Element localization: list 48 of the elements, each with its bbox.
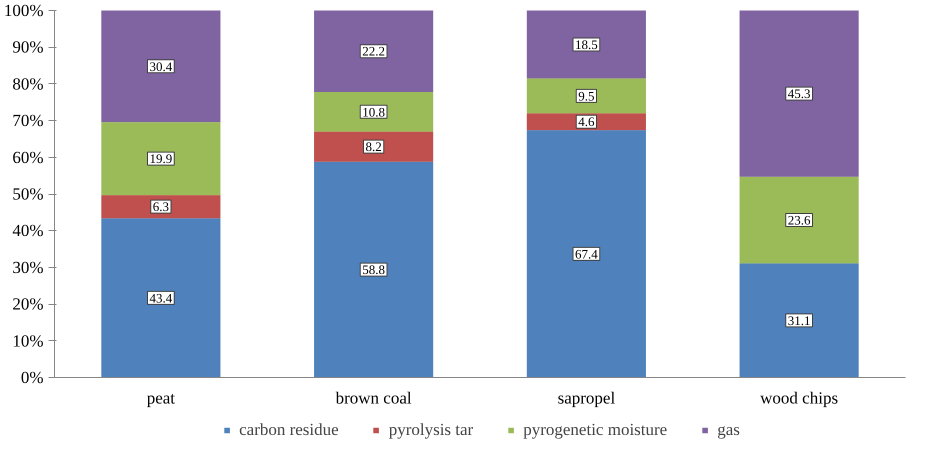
legend-label: carbon residue bbox=[239, 420, 339, 440]
y-tick-label: 90% bbox=[12, 38, 44, 57]
data-label: 19.9 bbox=[150, 151, 172, 166]
bar bbox=[101, 218, 220, 378]
data-label: 18.5 bbox=[575, 36, 598, 52]
y-tick-label: 50% bbox=[12, 184, 44, 204]
data-label: 9.5 bbox=[578, 88, 594, 104]
data-label: 30.4 bbox=[150, 58, 173, 74]
legend-label: pyrogenetic moisture bbox=[523, 420, 668, 440]
data-label: 4.6 bbox=[578, 114, 595, 130]
data-label: 10.8 bbox=[362, 104, 385, 120]
bar bbox=[526, 78, 646, 114]
data-label: 6.3 bbox=[152, 199, 169, 214]
x-tick-label: brown coal bbox=[336, 388, 412, 408]
bar bbox=[740, 176, 859, 264]
x-tick-label: peat bbox=[146, 388, 176, 408]
bar bbox=[526, 10, 646, 78]
x-tick-label: sapropel bbox=[558, 388, 616, 408]
bar bbox=[526, 130, 646, 378]
y-tick-label: 20% bbox=[12, 294, 44, 314]
y-tick-label: 80% bbox=[12, 74, 44, 94]
bar bbox=[740, 263, 859, 378]
data-label: 22.2 bbox=[362, 44, 385, 59]
data-label: 58.8 bbox=[362, 262, 385, 278]
y-tick-label: 60% bbox=[12, 148, 44, 167]
bar bbox=[101, 10, 220, 122]
bar bbox=[740, 10, 859, 177]
y-tick-label: 100% bbox=[4, 1, 44, 20]
data-label: 31.1 bbox=[788, 312, 810, 328]
bar bbox=[314, 92, 434, 132]
x-tick-label: wood chips bbox=[760, 388, 838, 408]
legend-label: gas bbox=[717, 420, 740, 440]
y-tick-label: 0% bbox=[20, 368, 44, 387]
bar bbox=[314, 10, 434, 92]
y-tick-label: 10% bbox=[12, 331, 44, 350]
y-tick-label: 30% bbox=[12, 258, 44, 277]
data-label: 67.4 bbox=[575, 246, 598, 262]
y-tick-label: 40% bbox=[12, 221, 44, 240]
bar bbox=[314, 132, 434, 162]
data-label: 8.2 bbox=[366, 139, 382, 154]
bar bbox=[314, 162, 434, 378]
data-label: 43.4 bbox=[150, 290, 173, 306]
bar bbox=[101, 122, 220, 196]
bar bbox=[101, 195, 220, 218]
y-tick-label: 70% bbox=[12, 111, 44, 130]
data-label: 23.6 bbox=[788, 212, 811, 228]
data-label: 45.3 bbox=[788, 86, 810, 102]
legend-label: pyrolysis tar bbox=[388, 420, 474, 440]
